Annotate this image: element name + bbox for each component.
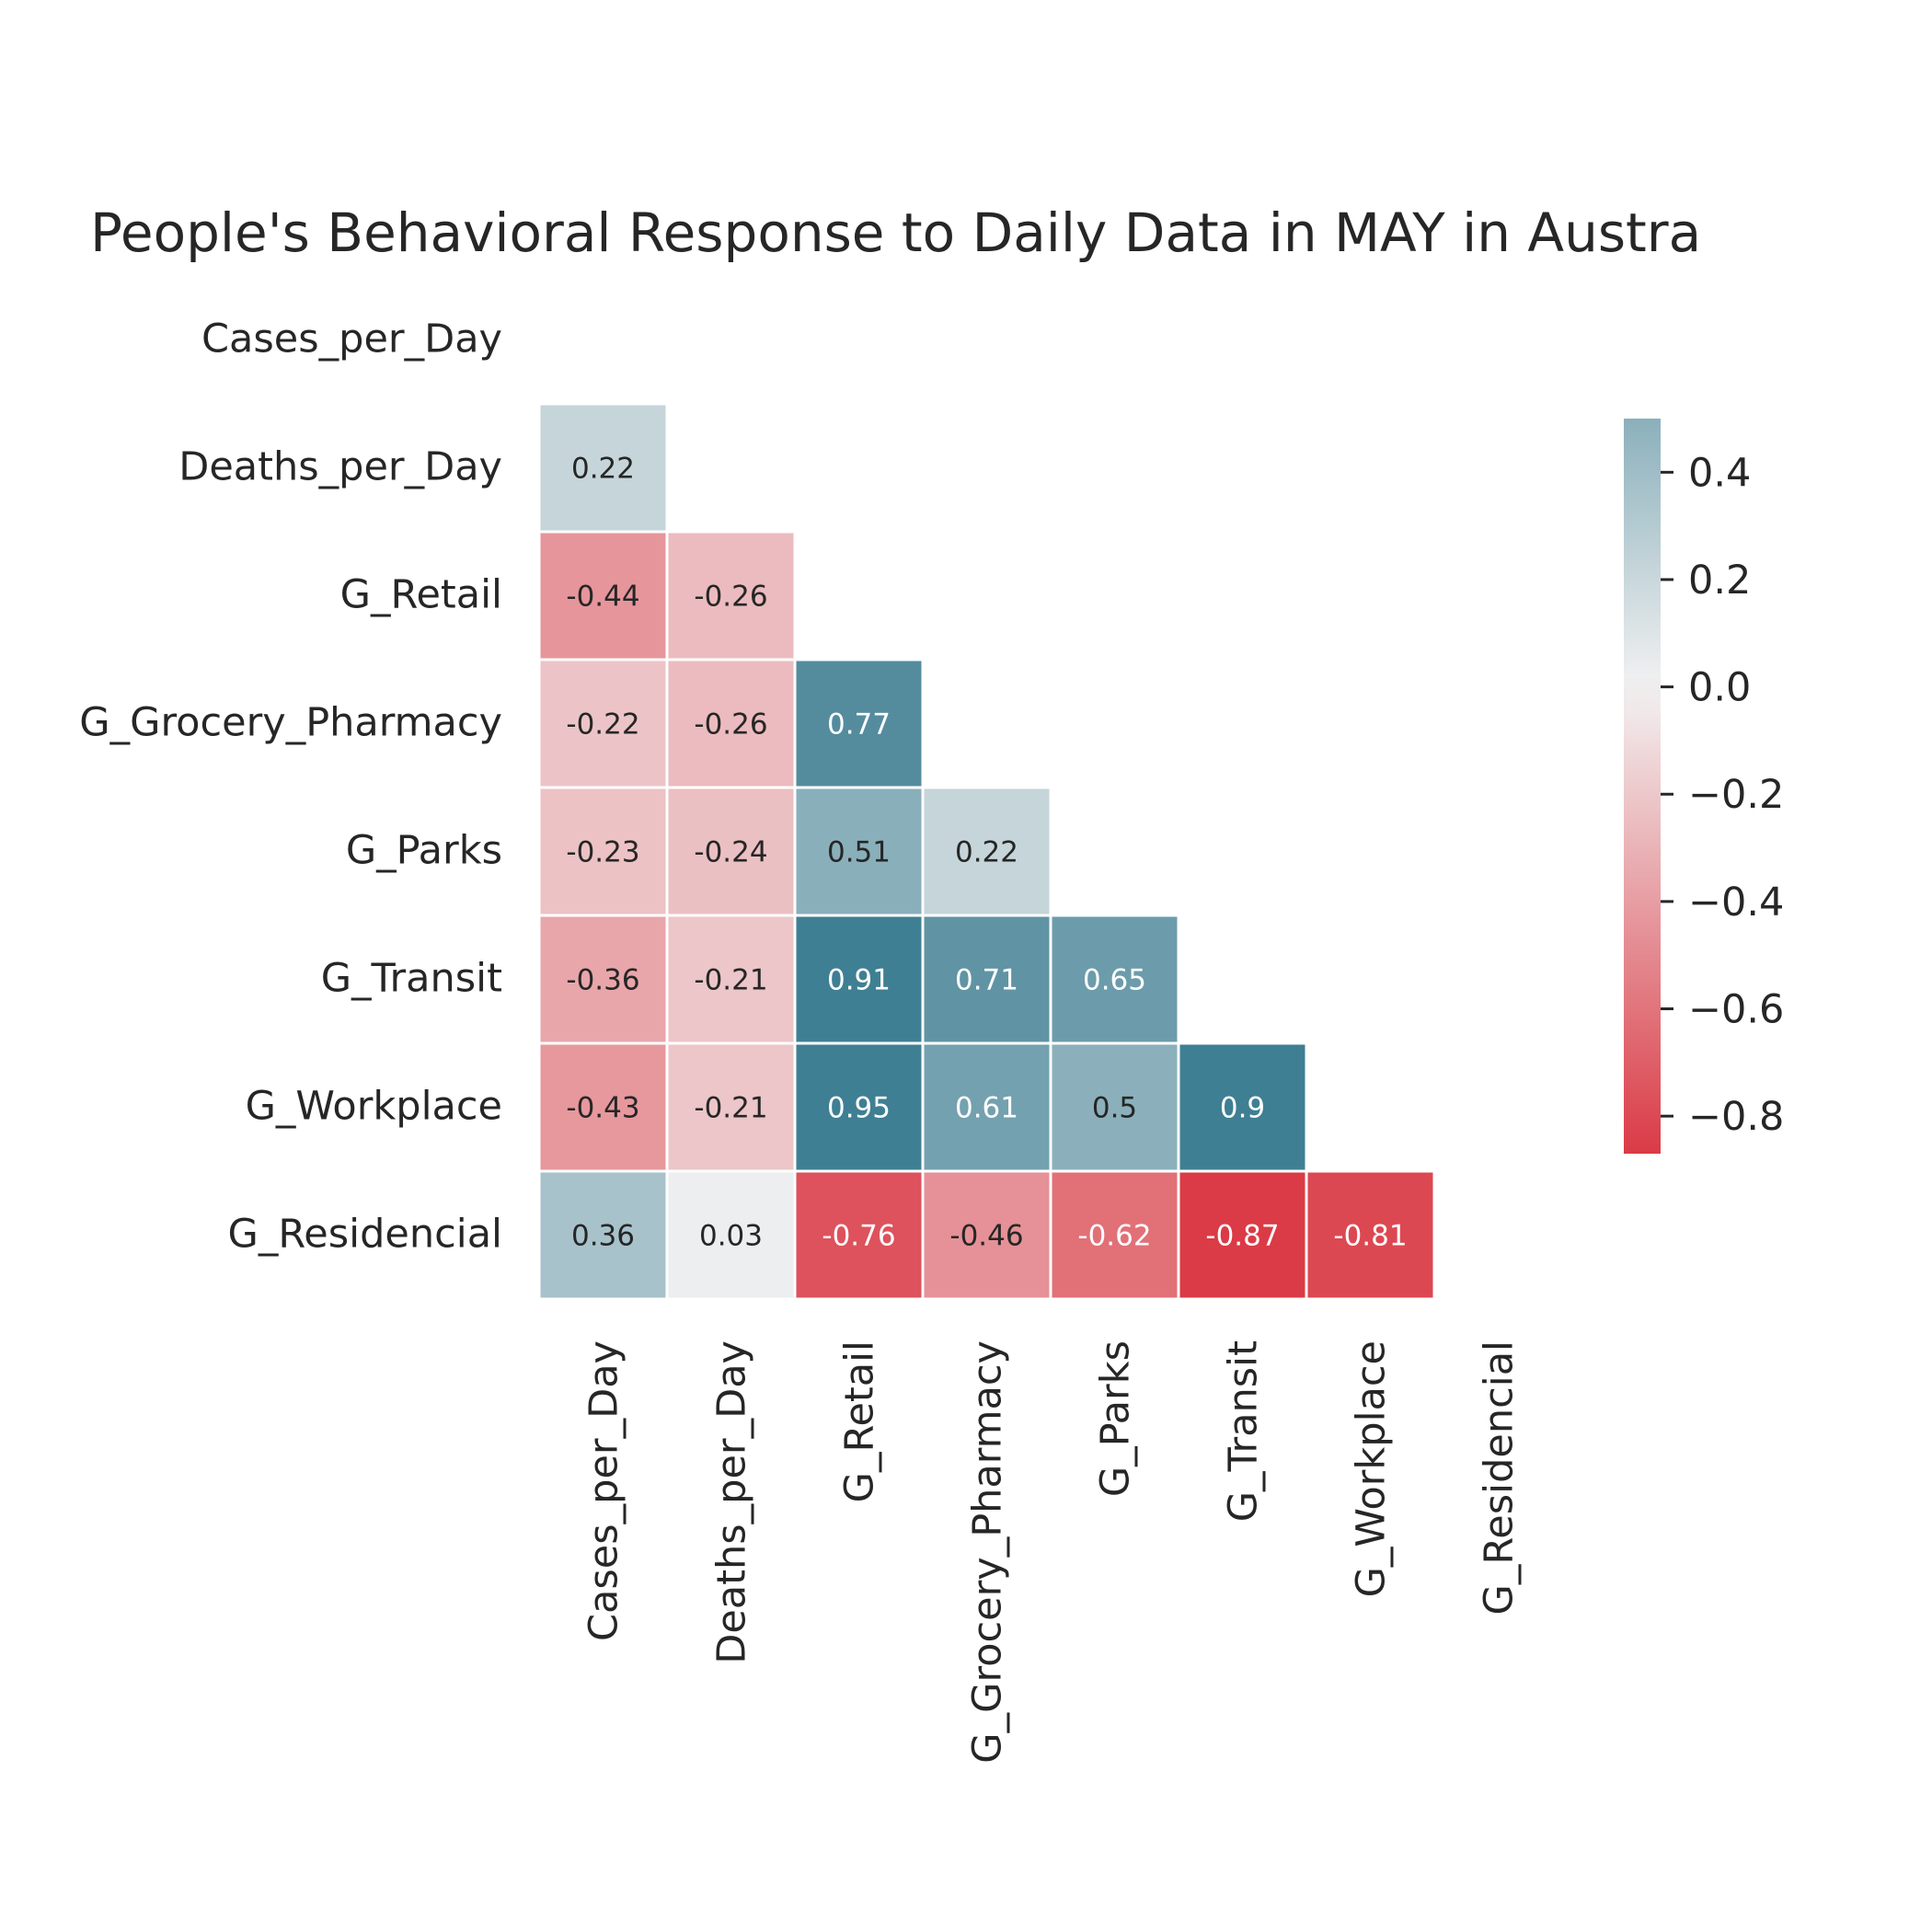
cell-value-label: 0.5 (1092, 1092, 1137, 1125)
cell-value-label: 0.9 (1220, 1092, 1265, 1125)
cell-value-label: -0.21 (694, 964, 767, 997)
heatmap-cell (1177, 1169, 1308, 1301)
heatmap-cell (665, 1169, 797, 1301)
y-tick-label: G_Retail (340, 572, 502, 618)
y-tick-label: G_Residencial (228, 1212, 502, 1258)
y-tick-label: Cases_per_Day (201, 316, 502, 362)
heatmap-cell (537, 530, 669, 661)
colorbar: 0.4 0.2 0.0 −0.2 −0.4 −0.6 −0.8 (1624, 419, 1784, 1154)
x-tick-label: Cases_per_Day (581, 1340, 627, 1641)
colorbar-tick-label: 0.2 (1688, 558, 1751, 604)
x-tick-label: Deaths_per_Day (709, 1340, 755, 1664)
cell-value-label: -0.23 (566, 836, 639, 869)
cell-value-label: -0.44 (566, 581, 639, 614)
colorbar-tick-label: −0.2 (1688, 772, 1784, 818)
cell-value-label: 0.95 (827, 1092, 891, 1125)
y-axis-labels: Cases_per_Day Deaths_per_Day G_Retail G_Gro… (79, 316, 502, 1258)
cell-value-label: -0.21 (694, 1092, 767, 1125)
cell-value-label: 0.61 (955, 1092, 1018, 1125)
cell-value-label: 0.22 (571, 453, 635, 486)
y-tick-label: G_Parks (346, 828, 502, 874)
x-axis-labels: Cases_per_Day Deaths_per_Day G_Retail G_Gro… (581, 1340, 1523, 1764)
y-tick-label: G_Workplace (246, 1084, 502, 1130)
heatmap-cell (921, 1169, 1052, 1301)
cell-value-label: -0.62 (1077, 1220, 1151, 1253)
cell-value-label: -0.43 (566, 1092, 639, 1125)
heatmap-cell (1177, 1041, 1308, 1173)
colorbar-tick-label: −0.6 (1688, 987, 1784, 1033)
heatmap-cell (1305, 1169, 1436, 1301)
cell-value-label: 0.03 (699, 1220, 763, 1253)
heatmap-cell (665, 914, 797, 1045)
y-tick-label: G_Grocery_Pharmacy (79, 700, 502, 746)
heatmap-cell (537, 1041, 669, 1173)
heatmap-cell (921, 786, 1052, 917)
cell-value-label: -0.76 (822, 1220, 895, 1253)
cell-value-label: 0.65 (1083, 964, 1146, 997)
colorbar-tick-label: −0.4 (1688, 880, 1784, 926)
cell-value-label: 0.51 (827, 836, 891, 869)
cell-value-label: 0.36 (571, 1220, 635, 1253)
cell-value-label: -0.26 (694, 581, 767, 614)
y-tick-label: G_Transit (321, 956, 502, 1002)
cell-value-label: -0.26 (694, 708, 767, 742)
chart-title: People's Behavioral Response to Daily Da… (90, 201, 1701, 264)
cell-value-label: -0.81 (1333, 1220, 1407, 1253)
heatmap-cell (665, 1041, 797, 1173)
heatmap-cell (537, 1169, 669, 1301)
x-tick-label: G_Transit (1221, 1340, 1267, 1522)
x-tick-label: G_Grocery_Pharmacy (965, 1340, 1011, 1764)
colorbar-tick-label: −0.8 (1688, 1094, 1784, 1140)
colorbar-tick-label: 0.0 (1688, 665, 1751, 711)
heatmap-cell (921, 1041, 1052, 1173)
x-tick-label: G_Workplace (1349, 1340, 1395, 1597)
cell-value-label: 0.77 (827, 708, 891, 742)
cell-value-label: -0.36 (566, 964, 639, 997)
cell-value-label: 0.71 (955, 964, 1018, 997)
x-tick-label: G_Residencial (1477, 1340, 1523, 1615)
colorbar-ticks: 0.4 0.2 0.0 −0.2 −0.4 −0.6 −0.8 (1661, 450, 1784, 1140)
cell-value-label: 0.22 (955, 836, 1018, 869)
heatmap-cell (921, 914, 1052, 1045)
x-tick-label: G_Parks (1093, 1340, 1139, 1497)
heatmap-cell (665, 530, 797, 661)
heatmap-cell (665, 786, 797, 917)
heatmap-cells: 0.22 -0.44 -0.26 -0.22 -0.26 0.77 -0.23 -0.24 0.… (537, 402, 1436, 1301)
cell-value-label: -0.24 (694, 836, 767, 869)
heatmap-cell (793, 1041, 925, 1173)
cell-value-label: -0.46 (949, 1220, 1023, 1253)
cell-value-label: 0.91 (827, 964, 891, 997)
cell-value-label: -0.87 (1205, 1220, 1279, 1253)
heatmap-cell (537, 402, 669, 534)
cell-value-label: -0.22 (566, 708, 639, 742)
heatmap-cell (793, 658, 925, 789)
y-tick-label: Deaths_per_Day (178, 444, 502, 490)
colorbar-tick-label: 0.4 (1688, 450, 1751, 496)
heatmap-cell (1049, 1041, 1180, 1173)
x-tick-label: G_Retail (837, 1340, 883, 1502)
colorbar-gradient (1624, 419, 1661, 1154)
